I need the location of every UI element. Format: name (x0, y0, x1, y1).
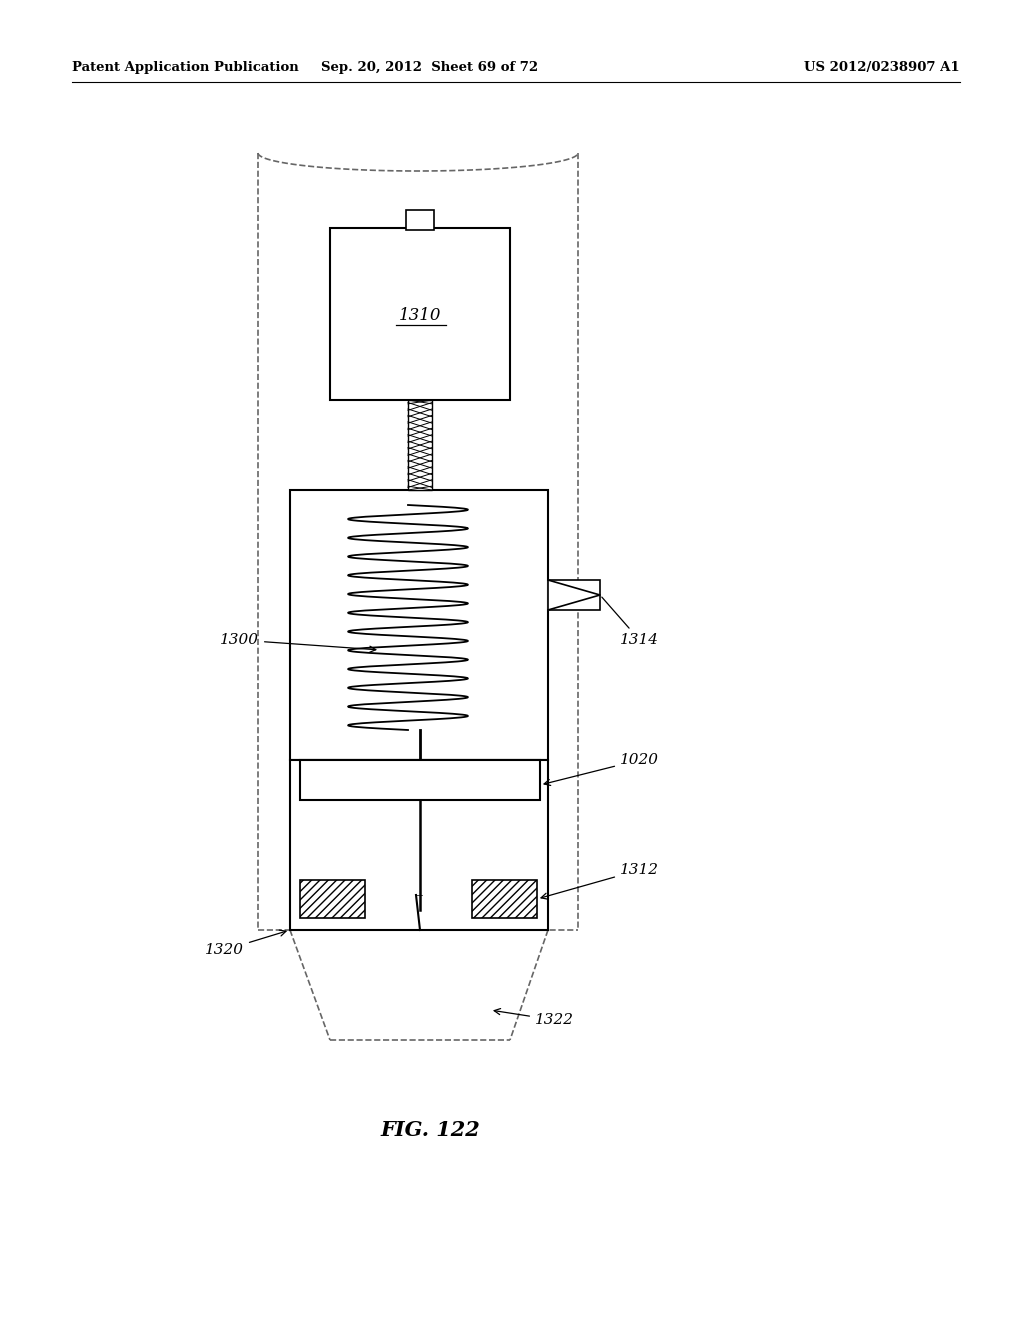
Bar (300, 880, 365, 917)
Bar (330, 228, 510, 400)
Text: Sep. 20, 2012  Sheet 69 of 72: Sep. 20, 2012 Sheet 69 of 72 (322, 62, 539, 74)
Text: 1312: 1312 (541, 863, 659, 899)
Text: 1310: 1310 (398, 306, 441, 323)
Bar (300, 760, 540, 800)
Text: FIG. 122: FIG. 122 (380, 1119, 480, 1140)
Bar (548, 579, 600, 610)
Text: 1314: 1314 (602, 597, 659, 647)
Text: US 2012/0238907 A1: US 2012/0238907 A1 (805, 62, 961, 74)
Bar (472, 880, 537, 917)
Text: 1300: 1300 (220, 634, 376, 652)
Bar (406, 210, 434, 230)
Text: 1322: 1322 (495, 1008, 574, 1027)
Bar (408, 400, 432, 490)
Text: Patent Application Publication: Patent Application Publication (72, 62, 299, 74)
Bar (290, 490, 548, 760)
Text: 1320: 1320 (205, 931, 286, 957)
Text: 1020: 1020 (544, 752, 659, 785)
Polygon shape (548, 579, 600, 610)
Bar (290, 760, 548, 931)
